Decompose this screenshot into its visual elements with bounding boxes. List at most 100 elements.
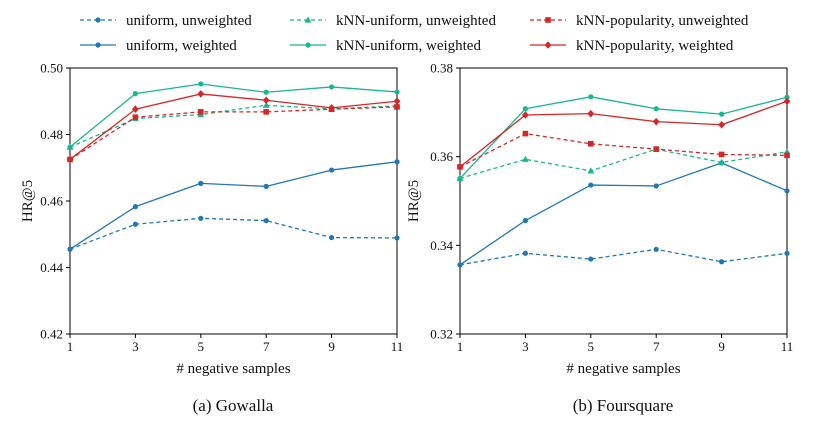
x-tick-label: 1 — [457, 339, 464, 354]
x-axis-label: # negative samples — [566, 361, 680, 377]
data-point — [784, 250, 790, 256]
data-point — [67, 246, 73, 252]
data-point — [393, 97, 401, 106]
series-knn-popularity-weighted — [66, 90, 401, 164]
series-uniform-unweighted — [457, 246, 790, 268]
data-point — [588, 182, 594, 188]
data-point — [198, 215, 204, 221]
data-point — [522, 130, 529, 137]
data-point — [456, 163, 464, 171]
plot-frame — [69, 67, 398, 335]
legend-marker — [95, 17, 101, 23]
data-point — [457, 175, 463, 181]
legend-entry-knn-popularity-unweighted: kNN-popularity, unweighted — [530, 13, 749, 29]
data-point — [329, 234, 335, 241]
data-point — [394, 89, 400, 95]
y-tick-label: 0.36 — [430, 149, 453, 164]
y-axis-label: HR@5 — [20, 180, 36, 222]
legend-label: kNN-popularity, unweighted — [576, 13, 749, 29]
data-point — [394, 235, 400, 241]
data-point — [784, 94, 790, 100]
data-point — [132, 204, 138, 210]
legend-entry-uniform-unweighted: uniform, unweighted — [80, 13, 252, 29]
x-tick-label: 7 — [263, 339, 270, 354]
chart-caption: (a) Gowalla — [193, 396, 274, 415]
x-axis-label: # negative samples — [176, 361, 290, 377]
series-line — [69, 104, 398, 148]
series-line — [69, 217, 398, 250]
y-tick-label: 0.34 — [430, 238, 453, 253]
data-point — [653, 146, 659, 152]
y-tick-label: 0.44 — [40, 260, 63, 275]
data-point — [522, 111, 529, 119]
legend: uniform, unweighted uniform, weighted kNN-… — [80, 13, 749, 54]
data-point — [652, 117, 660, 126]
legend-marker — [305, 42, 311, 48]
series-knn-uniform-weighted — [457, 94, 790, 181]
data-point — [263, 89, 269, 95]
data-point — [262, 101, 270, 108]
series-line — [459, 148, 788, 180]
y-tick-label: 0.48 — [40, 127, 63, 142]
legend-label: kNN-uniform, unweighted — [336, 13, 496, 29]
data-point — [66, 155, 74, 164]
data-point — [328, 104, 335, 112]
series-line — [459, 96, 788, 179]
chart-caption: (b) Foursquare — [573, 396, 674, 415]
legend-label: uniform, weighted — [126, 38, 237, 54]
series-line — [459, 162, 788, 266]
data-point — [783, 97, 791, 106]
data-point — [588, 94, 594, 100]
series-uniform-unweighted — [67, 215, 400, 252]
data-point — [198, 109, 204, 115]
legend-marker — [95, 42, 101, 48]
legend-marker — [304, 16, 312, 23]
legend-entry-knn-uniform-weighted: kNN-uniform, weighted — [290, 38, 481, 54]
data-point — [67, 144, 73, 150]
x-tick-label: 11 — [391, 339, 404, 354]
data-point — [457, 262, 463, 268]
y-tick-label: 0.46 — [40, 194, 63, 209]
data-point — [522, 217, 529, 224]
series-line — [69, 93, 398, 160]
data-point — [719, 111, 725, 117]
data-point — [588, 141, 594, 147]
series-line — [69, 106, 398, 160]
data-point — [263, 218, 269, 224]
series-knn-popularity-weighted — [456, 97, 791, 171]
data-point — [718, 120, 725, 129]
series-uniform-weighted — [67, 159, 400, 252]
x-tick-label: 9 — [718, 339, 725, 354]
y-tick-label: 0.38 — [430, 61, 453, 76]
data-point — [719, 259, 725, 265]
data-point — [132, 114, 139, 121]
data-point — [329, 84, 335, 90]
data-point — [329, 167, 335, 173]
legend-marker — [545, 17, 551, 23]
data-point — [587, 167, 595, 174]
data-point — [263, 183, 269, 189]
y-tick-label: 0.32 — [430, 327, 453, 342]
x-tick-label: 1 — [67, 339, 74, 354]
data-point — [784, 188, 790, 194]
data-point — [262, 96, 270, 105]
legend-entry-uniform-weighted: uniform, weighted — [80, 38, 237, 54]
data-point — [132, 91, 138, 97]
legend-label: uniform, unweighted — [126, 13, 252, 29]
series-line — [459, 248, 788, 266]
chart-gowalla: 1 3 5 7 9 11 0.42 0.44 0.46 0.48 0.50 # negative sa… — [20, 61, 403, 416]
legend-entry-knn-uniform-unweighted: kNN-uniform, unweighted — [290, 13, 496, 29]
series-line — [69, 83, 398, 148]
data-point — [198, 81, 204, 87]
data-point — [198, 180, 204, 186]
data-point — [653, 106, 659, 112]
y-tick-label: 0.42 — [40, 327, 63, 342]
chart-foursquare: 1 3 5 7 9 11 0.32 0.34 0.36 0.38 # negative sample… — [406, 61, 793, 416]
data-point — [587, 109, 595, 118]
data-point — [522, 155, 529, 162]
legend-marker — [544, 41, 552, 49]
x-tick-label: 7 — [653, 339, 660, 354]
series-line — [459, 132, 788, 168]
data-point — [132, 221, 138, 227]
